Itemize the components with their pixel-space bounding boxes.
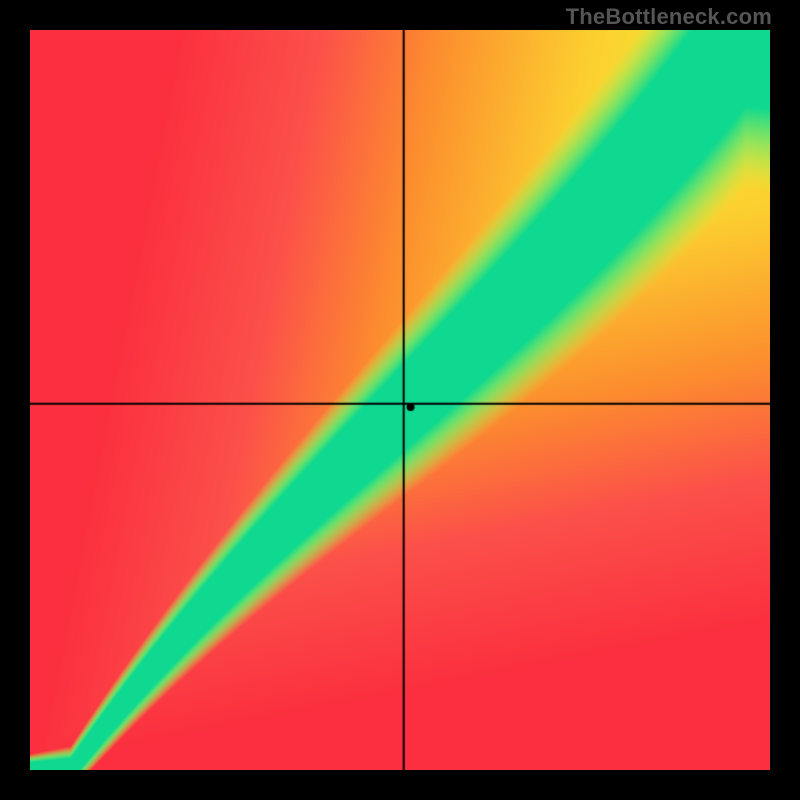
heatmap-canvas	[30, 30, 770, 770]
watermark-label: TheBottleneck.com	[566, 4, 772, 30]
chart-container: TheBottleneck.com	[0, 0, 800, 800]
